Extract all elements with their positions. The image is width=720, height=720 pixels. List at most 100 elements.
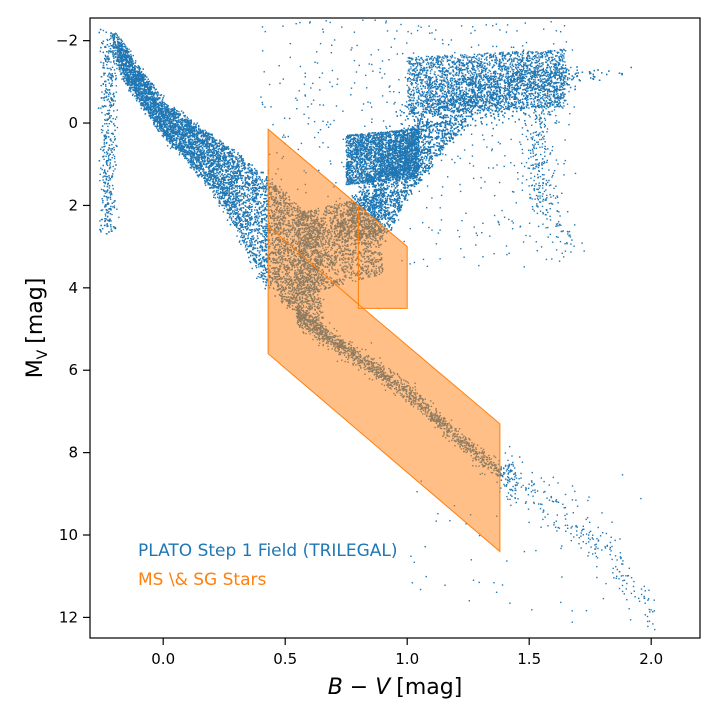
field-star xyxy=(241,186,243,188)
field-star xyxy=(102,176,104,178)
field-star xyxy=(223,186,225,188)
field-star xyxy=(231,170,233,172)
field-star xyxy=(259,246,261,248)
field-star xyxy=(219,157,222,160)
field-star xyxy=(264,272,266,274)
field-star xyxy=(180,123,182,125)
field-star xyxy=(111,105,113,107)
field-star xyxy=(116,109,118,111)
field-star xyxy=(202,170,204,172)
field-star xyxy=(244,227,247,229)
field-star xyxy=(195,142,197,144)
field-star xyxy=(142,73,144,75)
field-star xyxy=(261,180,263,182)
field-star xyxy=(256,180,258,183)
field-star xyxy=(108,76,110,78)
field-star xyxy=(102,179,104,181)
field-star xyxy=(225,159,227,161)
field-star xyxy=(260,194,263,196)
field-star xyxy=(147,93,149,95)
field-star xyxy=(248,232,250,234)
field-star xyxy=(106,132,108,134)
field-star xyxy=(111,33,114,35)
field-star xyxy=(251,199,253,201)
field-star xyxy=(214,197,217,199)
field-star xyxy=(245,249,247,251)
field-star xyxy=(198,161,200,163)
field-star xyxy=(264,267,267,269)
field-star xyxy=(159,129,162,131)
field-star xyxy=(112,132,114,134)
field-star xyxy=(192,160,195,163)
field-star xyxy=(224,154,226,156)
field-star xyxy=(115,91,118,93)
field-star xyxy=(197,124,200,127)
field-star xyxy=(232,156,234,158)
field-star xyxy=(249,245,251,248)
field-star xyxy=(193,138,196,140)
field-star xyxy=(232,167,234,169)
field-star xyxy=(260,210,263,213)
field-star xyxy=(262,235,264,237)
field-star xyxy=(241,234,243,237)
field-star xyxy=(103,185,106,187)
field-star xyxy=(234,200,236,202)
field-star xyxy=(226,163,228,165)
field-star xyxy=(117,43,119,46)
field-star xyxy=(238,163,240,166)
field-star xyxy=(217,193,219,196)
field-star xyxy=(156,124,158,126)
field-star xyxy=(158,112,160,115)
field-star xyxy=(110,226,112,228)
field-star xyxy=(234,212,236,214)
field-star xyxy=(264,268,267,270)
field-star xyxy=(116,52,118,55)
field-star xyxy=(227,167,229,169)
field-star xyxy=(220,140,222,143)
field-star xyxy=(104,119,106,121)
field-star xyxy=(143,74,145,76)
field-star xyxy=(263,180,266,182)
field-star xyxy=(224,190,227,192)
field-star xyxy=(100,167,102,169)
field-star xyxy=(239,224,241,227)
field-star xyxy=(227,154,230,156)
field-star xyxy=(116,36,119,38)
field-star xyxy=(161,107,163,109)
field-star xyxy=(140,107,142,110)
field-star xyxy=(217,172,219,174)
field-star xyxy=(242,220,244,223)
field-star xyxy=(172,112,174,114)
field-star xyxy=(254,228,256,231)
field-star xyxy=(126,82,128,84)
field-star xyxy=(213,150,216,152)
field-star xyxy=(244,166,246,168)
field-star xyxy=(203,152,205,154)
field-star xyxy=(235,158,237,160)
field-star xyxy=(250,245,252,248)
field-star xyxy=(264,233,266,235)
field-star xyxy=(264,259,267,261)
field-star xyxy=(107,109,109,112)
field-star xyxy=(236,235,238,237)
field-star xyxy=(222,200,225,202)
field-star xyxy=(252,179,254,181)
field-star xyxy=(115,59,118,62)
field-star xyxy=(109,198,112,200)
field-star xyxy=(266,177,268,179)
field-star xyxy=(108,210,110,213)
field-star xyxy=(169,134,171,137)
field-star xyxy=(101,146,103,148)
field-star xyxy=(116,36,118,39)
field-star xyxy=(261,241,263,243)
field-star xyxy=(105,205,107,207)
field-star xyxy=(135,97,137,100)
field-star xyxy=(200,164,202,167)
field-star xyxy=(109,106,112,108)
field-star xyxy=(162,110,165,113)
field-star xyxy=(264,281,267,283)
field-star xyxy=(259,211,262,213)
field-star xyxy=(250,216,253,218)
field-star xyxy=(251,219,253,221)
field-star xyxy=(112,206,114,208)
